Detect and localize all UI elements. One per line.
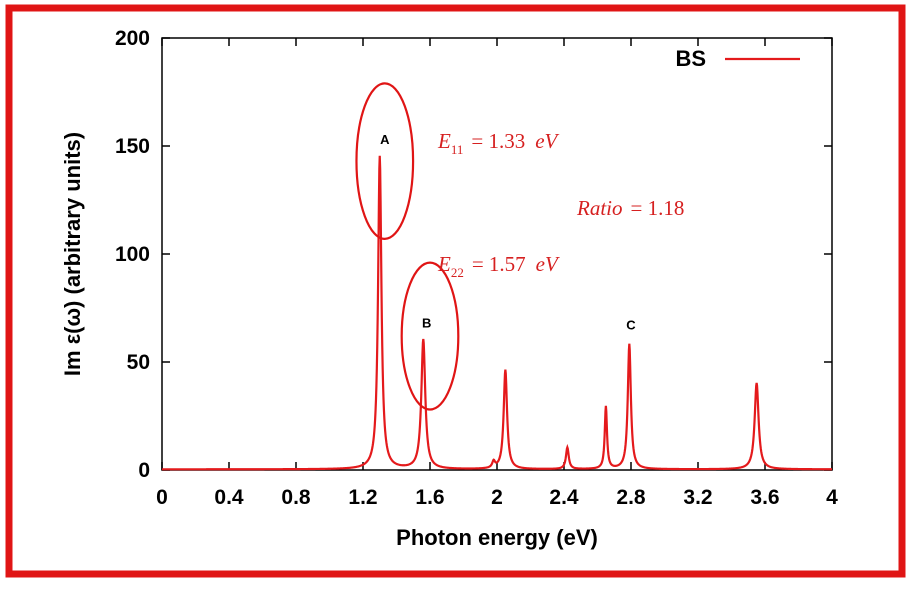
annotation-circles <box>355 82 460 411</box>
x-tick-label: 3.6 <box>750 486 779 509</box>
x-tick-label: 2.4 <box>549 486 579 509</box>
peak-labels: A B C <box>380 132 636 333</box>
y-tick-labels: 0 50 100 150 200 <box>115 27 150 482</box>
ratio-symbol: Ratio <box>576 196 623 220</box>
peak-label: B <box>422 315 431 330</box>
e11-value: = 1.33 <box>471 129 525 153</box>
y-axis-title: Im ε(ω) (arbitrary units) <box>60 132 85 376</box>
e11-subscript: 11 <box>451 142 464 157</box>
e22-value: = 1.57 <box>472 252 526 276</box>
peak-label: A <box>380 132 390 147</box>
ratio-value: = 1.18 <box>631 196 685 220</box>
equation-e22: E22 = 1.57 eV <box>437 252 560 280</box>
x-tick-label: 1.6 <box>415 486 444 509</box>
annotation-circle <box>355 82 415 240</box>
y-tick-label: 150 <box>115 135 150 158</box>
x-tick-label: 2 <box>491 486 503 509</box>
legend-label-bs: BS <box>675 46 706 71</box>
x-axis-title: Photon energy (eV) <box>396 525 598 550</box>
e22-unit: eV <box>536 252 560 276</box>
x-tick-label: 0.4 <box>214 486 244 509</box>
peak-label: C <box>626 318 636 333</box>
e11-unit: eV <box>535 129 559 153</box>
e22-symbol: E <box>437 252 451 276</box>
x-tick-label: 0 <box>156 486 168 509</box>
annotation-circle <box>400 261 460 411</box>
x-tick-label: 1.2 <box>348 486 377 509</box>
y-tick-label: 50 <box>127 351 150 374</box>
y-tick-label: 200 <box>115 27 150 50</box>
series-line-bs <box>162 155 832 471</box>
y-tick-label: 0 <box>138 459 150 482</box>
outer-red-border <box>5 4 906 578</box>
y-tick-label: 100 <box>115 243 150 266</box>
e11-symbol: E <box>437 129 451 153</box>
equation-e11: E11 = 1.33 eV <box>437 129 560 157</box>
x-tick-label: 0.8 <box>281 486 311 509</box>
x-tick-label: 2.8 <box>616 486 646 509</box>
x-tick-label: 3.2 <box>683 486 712 509</box>
equation-ratio: Ratio = 1.18 <box>576 196 684 220</box>
x-tick-label: 4 <box>826 486 838 509</box>
e22-subscript: 22 <box>451 265 464 280</box>
x-tick-labels: 0 0.4 0.8 1.2 1.6 2 2.4 2.8 3.2 3.6 4 <box>156 486 838 509</box>
